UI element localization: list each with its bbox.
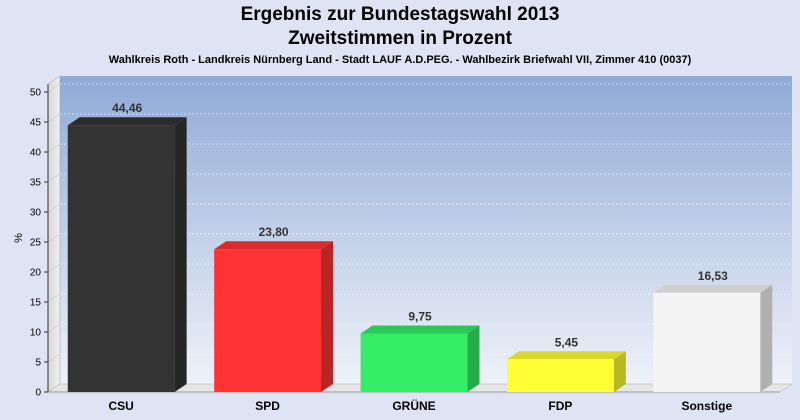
data-label: 44,46 [112,101,142,115]
gridline-wall [47,143,61,153]
bar-front [214,249,322,392]
bar-fdp [506,351,626,392]
gridline-wall [47,203,61,213]
plot-left-wall [47,75,61,393]
bar-side [321,241,334,392]
bar-side [760,284,773,392]
bar-csu [67,117,187,393]
x-tick-label: CSU [109,399,134,413]
bar-sonstige [653,284,773,392]
bar-side [613,351,626,392]
bar-front [653,292,761,392]
y-tick-label: 5 [35,358,41,369]
data-label: 23,80 [259,225,289,239]
bar-side [174,117,187,393]
bar-side [467,325,480,392]
bar-spd [214,241,334,392]
y-axis-label: % [13,233,25,243]
gridline-wall [47,113,61,123]
y-tick-label: 25 [30,238,42,249]
y-tick-label: 0 [35,388,41,399]
chart-subtitle: Wahlkreis Roth - Landkreis Nürnberg Land… [108,54,692,66]
y-tick-label: 45 [30,118,42,129]
bar-top [653,284,773,293]
y-tick-label: 30 [30,208,42,219]
bar-grüne [360,325,480,392]
y-tick-label: 20 [30,268,42,279]
gridline-wall [47,353,61,363]
chart-title-line2: Zweitstimmen in Prozent [288,28,512,49]
data-label: 5,45 [555,335,579,349]
y-tick-label: 50 [30,88,42,99]
y-tick-label: 35 [30,178,42,189]
bar-top [214,241,334,250]
gridline-wall [47,293,61,303]
bar-front [360,333,468,392]
bar-top [360,325,480,334]
gridline-wall [47,233,61,243]
x-tick-label: FDP [548,399,572,413]
chart-title: Ergebnis zur Bundestagswahl 2013 [240,4,560,25]
x-tick-label: Sonstige [681,399,732,413]
y-tick-label: 10 [30,328,42,339]
gridline-wall [47,83,61,93]
gridline-wall [47,173,61,183]
bar-front [67,125,175,393]
data-label: 16,53 [698,269,728,283]
x-tick-label: SPD [255,399,280,413]
gridline-wall [47,263,61,273]
y-tick-label: 15 [30,298,42,309]
bar-top [67,117,187,126]
data-label: 9,75 [408,310,432,324]
bar-front [506,359,614,392]
gridline-wall [47,323,61,333]
y-tick-label: 40 [30,148,42,159]
x-tick-label: GRÜNE [392,398,435,413]
bar-top [506,351,626,360]
